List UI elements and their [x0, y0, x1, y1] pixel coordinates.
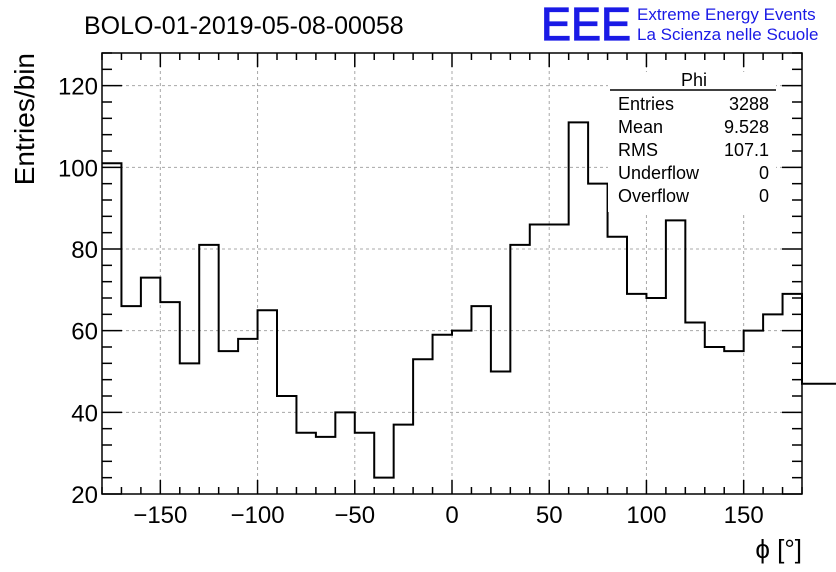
stats-row-label: Mean	[618, 117, 663, 137]
y-tick-label: 20	[71, 482, 98, 509]
y-tick-label: 40	[71, 400, 98, 427]
stats-row-label: RMS	[618, 140, 658, 160]
y-tick-label: 100	[58, 155, 98, 182]
stats-row-value: 3288	[729, 94, 769, 114]
stats-row-label: Entries	[618, 94, 674, 114]
logo-line-2: La Scienza nelle Scuole	[637, 25, 818, 44]
x-tick-label: 0	[445, 502, 458, 529]
y-tick-label: 60	[71, 319, 98, 346]
eee-logo: EEE	[541, 0, 631, 50]
stats-box-bg	[608, 72, 776, 212]
x-tick-labels: −150 −100 −50 0 50 100 150	[133, 502, 763, 529]
chart-title: BOLO-01-2019-05-08-00058	[84, 12, 404, 40]
y-tick-labels: 20 40 60 80 100 120	[58, 74, 98, 509]
stats-row-value: 107.1	[724, 140, 769, 160]
stats-row-value: 9.528	[724, 117, 769, 137]
x-tick-label: −100	[231, 502, 285, 529]
stats-row-value: 0	[759, 186, 769, 206]
x-tick-label: −150	[133, 502, 187, 529]
x-tick-label: 100	[626, 502, 666, 529]
stats-name: Phi	[681, 70, 707, 90]
logo-line-1: Extreme Energy Events	[637, 5, 816, 24]
axis-ticks	[101, 52, 803, 495]
stats-row-label: Underflow	[618, 163, 700, 183]
stats-row-value: 0	[759, 163, 769, 183]
x-tick-label: −50	[334, 502, 375, 529]
stats-row-label: Overflow	[618, 186, 690, 206]
y-axis-label: Entries/bin	[9, 53, 40, 185]
y-tick-label: 120	[58, 74, 98, 101]
x-axis-label: ϕ [°]	[755, 534, 802, 564]
stats-box: Phi Entries 3288 Mean 9.528 RMS 107.1 Underflo…	[608, 70, 776, 212]
y-tick-label: 80	[71, 237, 98, 264]
x-tick-label: 150	[724, 502, 764, 529]
x-tick-label: 50	[536, 502, 563, 529]
histogram-outline	[102, 121, 836, 479]
